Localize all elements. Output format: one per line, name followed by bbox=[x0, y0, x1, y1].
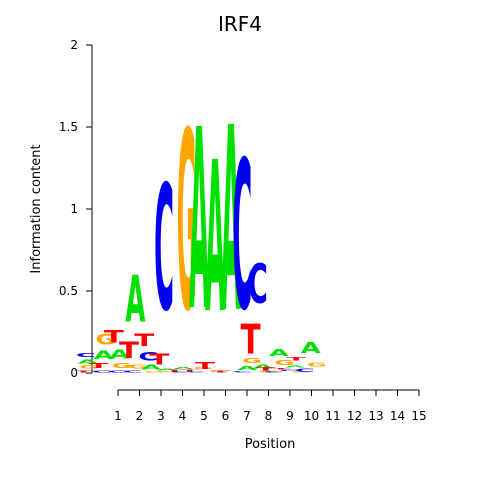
letter-g: G bbox=[79, 365, 99, 370]
letter-g: G bbox=[193, 367, 213, 370]
letter-c: C bbox=[295, 368, 315, 373]
y-axis: 0 0.5 1 1.5 2 bbox=[59, 38, 93, 380]
letter-g: G bbox=[274, 359, 294, 367]
logo-stacks: TGACCTAGCGATCGTAGACTGATCCTAGCTGAGTATACAG… bbox=[73, 74, 327, 373]
letter-c: C bbox=[76, 352, 96, 359]
letter-t: T bbox=[134, 331, 155, 351]
letter-c: C bbox=[264, 371, 284, 373]
letter-a: A bbox=[125, 261, 145, 337]
x-axis-label: Position bbox=[245, 437, 296, 452]
letter-t: T bbox=[256, 367, 277, 372]
x-tick-label: 7 bbox=[243, 409, 251, 423]
x-tick-label: 11 bbox=[325, 409, 340, 423]
x-tick-label: 8 bbox=[265, 409, 273, 423]
letter-g: G bbox=[209, 371, 229, 373]
letter-t: T bbox=[89, 362, 110, 370]
letter-g: G bbox=[291, 371, 311, 373]
letter-g: G bbox=[258, 370, 278, 373]
x-tick-label: 15 bbox=[411, 409, 426, 423]
letter-a: A bbox=[285, 365, 306, 368]
letter-a: A bbox=[189, 76, 209, 366]
letter-c: C bbox=[185, 371, 205, 373]
letter-t: T bbox=[73, 370, 94, 373]
letter-a: A bbox=[93, 349, 114, 362]
x-axis: 1 2 3 4 5 6 7 8 9 10 11 12 13 14 15 bbox=[114, 389, 427, 423]
letter-g: G bbox=[242, 357, 262, 365]
letter-a: A bbox=[173, 367, 194, 370]
x-tick-label: 14 bbox=[390, 409, 405, 423]
letter-g: G bbox=[307, 362, 327, 368]
letter-t: T bbox=[195, 360, 215, 371]
x-tick-label: 10 bbox=[304, 409, 319, 423]
letter-a: A bbox=[269, 347, 290, 359]
letter-g: G bbox=[128, 364, 148, 370]
letter-t: T bbox=[241, 317, 261, 364]
x-tick-label: 13 bbox=[368, 409, 383, 423]
letter-c: C bbox=[232, 371, 252, 373]
y-tick-label: 2 bbox=[70, 38, 78, 52]
x-tick-label: 3 bbox=[157, 409, 165, 423]
letter-c: C bbox=[154, 149, 174, 350]
letter-c: C bbox=[91, 370, 111, 373]
letter-c: C bbox=[107, 370, 127, 373]
letter-t: T bbox=[165, 370, 186, 372]
letter-g: G bbox=[144, 371, 164, 373]
letter-t: T bbox=[149, 350, 169, 368]
letter-c: C bbox=[232, 118, 252, 356]
y-tick-label: 0.5 bbox=[59, 284, 78, 298]
x-tick-label: 5 bbox=[200, 409, 208, 423]
letter-a: A bbox=[301, 339, 322, 357]
letter-c: C bbox=[248, 253, 268, 316]
letter-t: T bbox=[119, 338, 139, 364]
letter-a: A bbox=[221, 74, 241, 369]
letter-a: A bbox=[205, 118, 225, 359]
x-tick-label: 1 bbox=[114, 409, 122, 423]
letter-a: A bbox=[253, 364, 274, 370]
x-tick-label: 6 bbox=[222, 409, 230, 423]
letter-t: T bbox=[271, 368, 292, 370]
letter-a: A bbox=[78, 359, 99, 365]
chart-title: IRF4 bbox=[218, 12, 262, 36]
letter-c: C bbox=[123, 370, 143, 373]
letter-a: A bbox=[109, 347, 129, 362]
y-tick-label: 1 bbox=[70, 202, 78, 216]
x-tick-label: 9 bbox=[286, 409, 294, 423]
letter-a: A bbox=[157, 368, 178, 371]
letter-c: C bbox=[138, 350, 158, 363]
letter-c: C bbox=[279, 370, 299, 372]
x-tick-label: 12 bbox=[347, 409, 362, 423]
y-axis-label: Information content bbox=[29, 144, 44, 273]
letter-a: A bbox=[141, 363, 161, 371]
x-tick-label: 4 bbox=[179, 409, 187, 423]
letter-g: G bbox=[161, 371, 181, 373]
letter-t: T bbox=[210, 370, 231, 373]
letter-t: T bbox=[286, 357, 307, 362]
y-tick-label: 1.5 bbox=[59, 120, 78, 134]
x-tick-label: 2 bbox=[136, 409, 144, 423]
letter-a: A bbox=[237, 365, 258, 371]
letter-g: G bbox=[96, 330, 116, 348]
letter-c: C bbox=[170, 371, 190, 373]
letter-g: G bbox=[177, 81, 197, 367]
letter-g: G bbox=[112, 362, 132, 370]
y-tick-label: 0 bbox=[70, 366, 78, 380]
letter-t: T bbox=[180, 370, 201, 372]
letter-t: T bbox=[104, 327, 125, 347]
